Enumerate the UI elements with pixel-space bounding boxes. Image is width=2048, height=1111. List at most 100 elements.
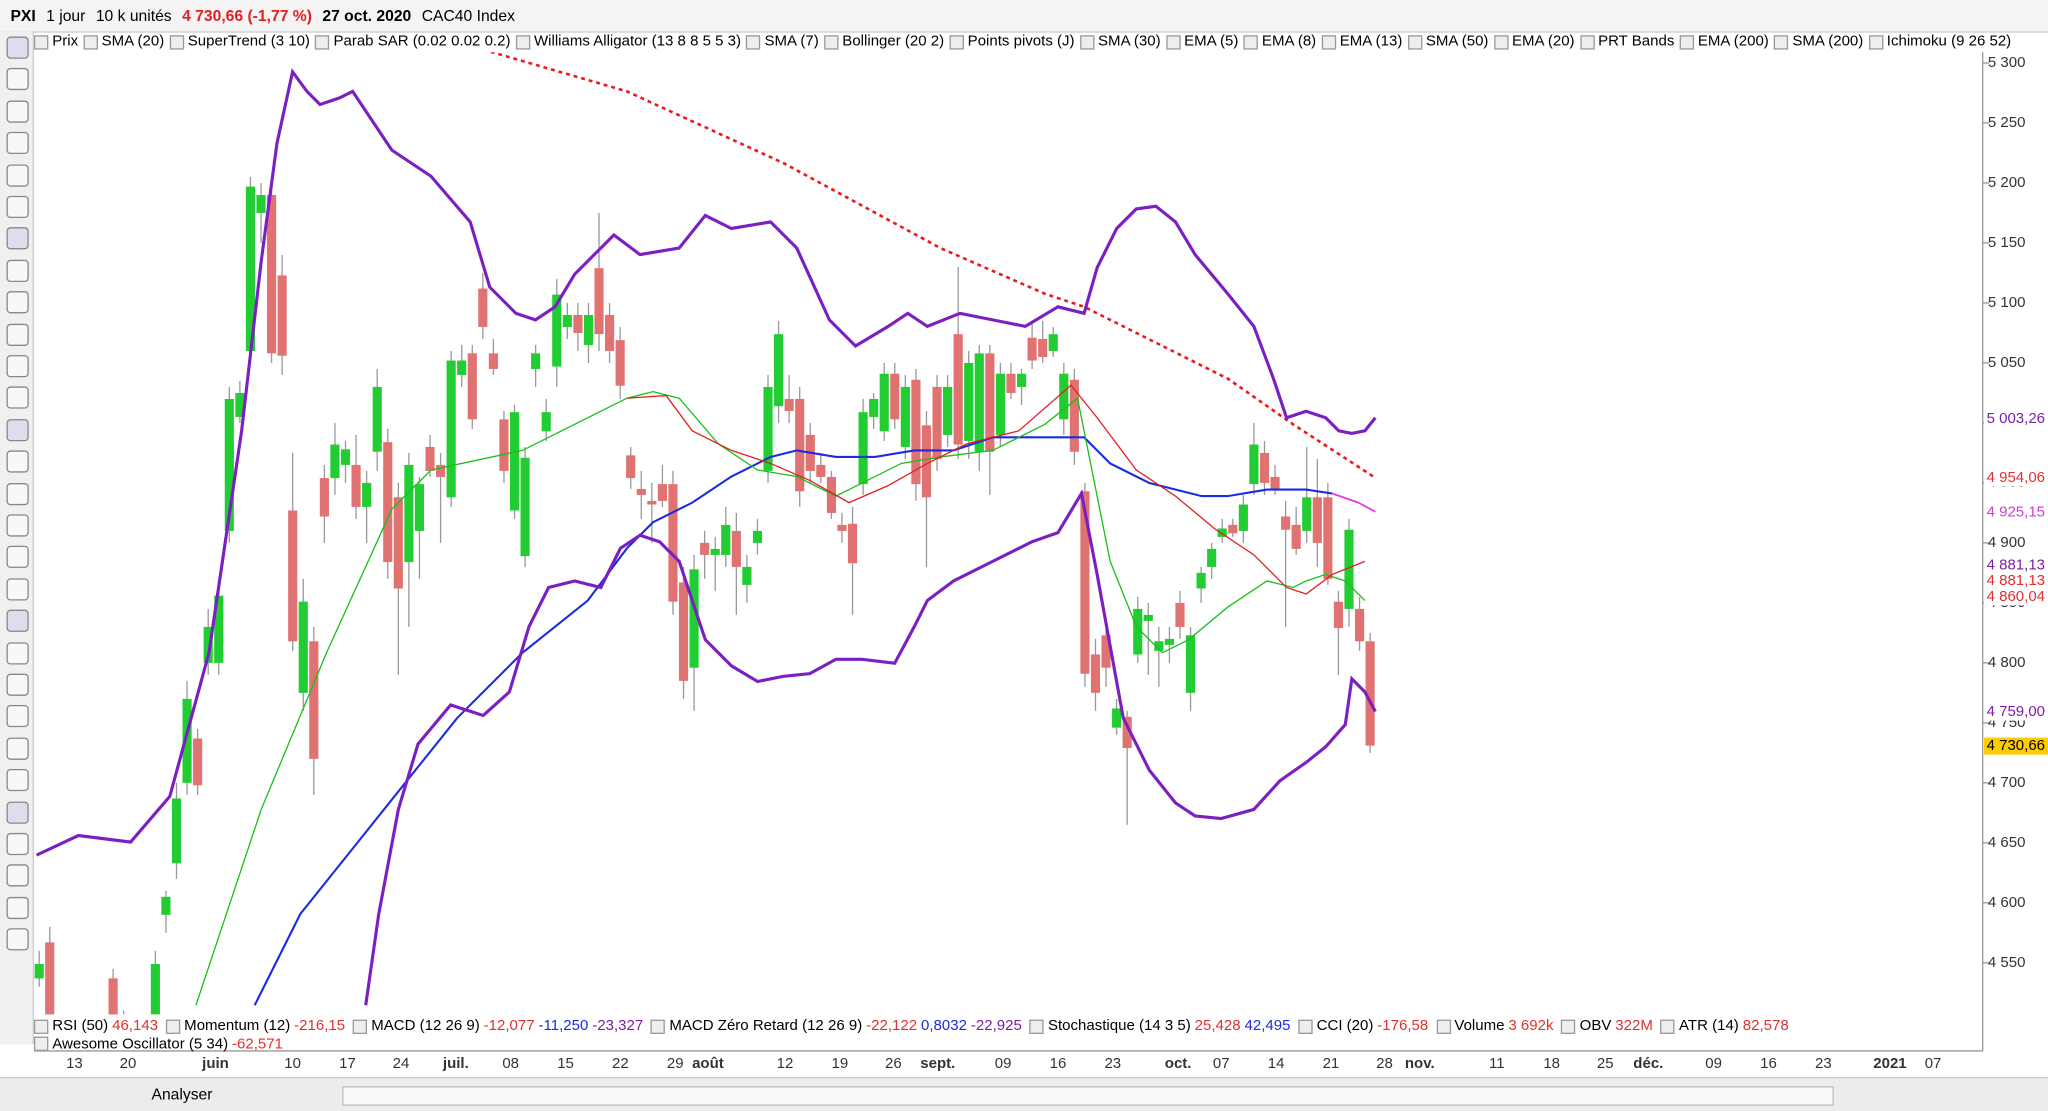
- tool-icon[interactable]: [6, 386, 29, 410]
- candle-body: [150, 964, 160, 1015]
- tool-icon[interactable]: [6, 609, 29, 633]
- tool-icon[interactable]: [6, 928, 29, 951]
- overlay-item[interactable]: SMA (50): [1407, 34, 1488, 50]
- period[interactable]: 1 jour: [46, 6, 86, 25]
- tool-icon[interactable]: [6, 323, 29, 346]
- tool-icon[interactable]: [6, 36, 29, 59]
- overlay-item[interactable]: EMA (200): [1679, 34, 1769, 50]
- candle-body: [943, 386, 953, 435]
- checkbox: [949, 34, 964, 49]
- tool-icon[interactable]: [6, 482, 29, 505]
- checkbox: [33, 1036, 49, 1051]
- overlay-item[interactable]: Williams Alligator (13 8 8 5 5 3): [515, 34, 741, 50]
- overlay-item[interactable]: Parab SAR (0.02 0.02 0.2): [315, 34, 510, 50]
- y-tick-label: 4 800: [1988, 654, 2026, 671]
- candle-body: [1112, 708, 1122, 728]
- checkbox: [746, 34, 761, 49]
- date-label: 15: [557, 1055, 574, 1072]
- analyse-button[interactable]: Analyser: [151, 1084, 213, 1104]
- date-label: 07: [1213, 1055, 1230, 1072]
- indicator-item: CCI (20) -176,58: [1298, 1018, 1432, 1034]
- checkbox: [1298, 1018, 1313, 1034]
- tool-icon[interactable]: [6, 641, 29, 664]
- date-label: 2021: [1873, 1055, 1906, 1072]
- candle-body: [224, 398, 234, 531]
- overlay-item[interactable]: Prix: [33, 34, 78, 50]
- indicator-value: -176,58: [1377, 1018, 1429, 1034]
- tool-icon[interactable]: [6, 578, 29, 601]
- y-tick-label: 5 150: [1988, 234, 2026, 251]
- tool-icon[interactable]: [6, 705, 29, 728]
- candle-body: [1365, 641, 1375, 746]
- tool-icon[interactable]: [6, 896, 29, 919]
- tool-icon[interactable]: [6, 227, 29, 250]
- y-tick-label: 4 900: [1988, 534, 2026, 551]
- tool-icon[interactable]: [6, 259, 29, 282]
- candle-body: [1354, 608, 1365, 642]
- tool-icon[interactable]: [6, 195, 29, 219]
- checkbox: [352, 1018, 368, 1034]
- indicator-value: 322M: [1615, 1018, 1653, 1034]
- tool-icon[interactable]: [6, 450, 29, 473]
- overlay-item[interactable]: EMA (13): [1321, 34, 1402, 50]
- date-label: sept.: [920, 1055, 955, 1072]
- checkbox: [315, 34, 330, 49]
- tool-icon[interactable]: [6, 418, 29, 442]
- overlay-item[interactable]: SMA (7): [746, 34, 819, 50]
- candle-body: [552, 294, 562, 367]
- tool-icon[interactable]: [6, 163, 29, 187]
- y-tick-label: 4 650: [1988, 834, 2026, 851]
- tool-icon[interactable]: [6, 291, 29, 314]
- tool-icon[interactable]: [6, 514, 29, 537]
- tool-icon[interactable]: [6, 68, 29, 91]
- candle-body: [309, 641, 319, 759]
- tool-icon[interactable]: [6, 546, 29, 569]
- tool-icon[interactable]: [6, 832, 29, 856]
- overlay-item[interactable]: EMA (8): [1243, 34, 1316, 50]
- candle-body: [731, 530, 741, 567]
- checkbox: [165, 1018, 181, 1034]
- candle-body: [372, 386, 382, 452]
- checkbox: [515, 34, 531, 49]
- overlay-item[interactable]: SMA (30): [1079, 34, 1161, 50]
- overlay-item[interactable]: SuperTrend (3 10): [169, 34, 310, 50]
- tool-icon[interactable]: [6, 737, 29, 760]
- checkbox: [1029, 1018, 1045, 1034]
- overlay-item[interactable]: Points pivots (J): [949, 34, 1075, 50]
- tool-icon[interactable]: [6, 132, 29, 155]
- candle-body: [161, 896, 171, 915]
- overlay-item[interactable]: SMA (20): [83, 34, 164, 50]
- date-label: nov.: [1405, 1055, 1435, 1072]
- checkbox: [1243, 34, 1259, 49]
- tool-icon[interactable]: [6, 673, 29, 696]
- candle-body: [1238, 504, 1248, 531]
- checkbox: [1321, 34, 1336, 49]
- tool-icon[interactable]: [6, 864, 29, 887]
- candle-body: [668, 484, 678, 602]
- overlay-item[interactable]: EMA (5): [1165, 34, 1238, 50]
- overlay-item[interactable]: Ichimoku (9 26 52): [1868, 34, 2011, 50]
- candle-body: [203, 626, 213, 663]
- symbol[interactable]: PXI: [10, 6, 36, 25]
- tool-icon[interactable]: [6, 355, 29, 378]
- candle-body: [995, 373, 1005, 435]
- value-tag-label: 4 925,15: [1987, 504, 2045, 521]
- candle-body: [784, 398, 794, 411]
- candle-body: [1291, 524, 1301, 549]
- overlay-label: EMA (20): [1511, 33, 1575, 50]
- overlay-item[interactable]: PRT Bands: [1579, 34, 1674, 50]
- indicator-value: -62,571: [232, 1035, 283, 1052]
- scrollbar[interactable]: [342, 1086, 1834, 1106]
- candle-body: [1027, 337, 1037, 361]
- units[interactable]: 10 k unités: [95, 6, 172, 25]
- indicator-value: -11,250: [538, 1018, 589, 1034]
- tool-icon[interactable]: [6, 801, 29, 824]
- tool-icon[interactable]: [6, 769, 29, 792]
- overlay-item[interactable]: Bollinger (20 2): [824, 34, 944, 50]
- overlay-item[interactable]: SMA (200): [1774, 34, 1863, 50]
- overlay-item[interactable]: EMA (20): [1493, 33, 1575, 50]
- y-tick-label: 5 200: [1988, 174, 2026, 191]
- candle-body: [1101, 635, 1111, 668]
- tool-icon[interactable]: [6, 100, 29, 123]
